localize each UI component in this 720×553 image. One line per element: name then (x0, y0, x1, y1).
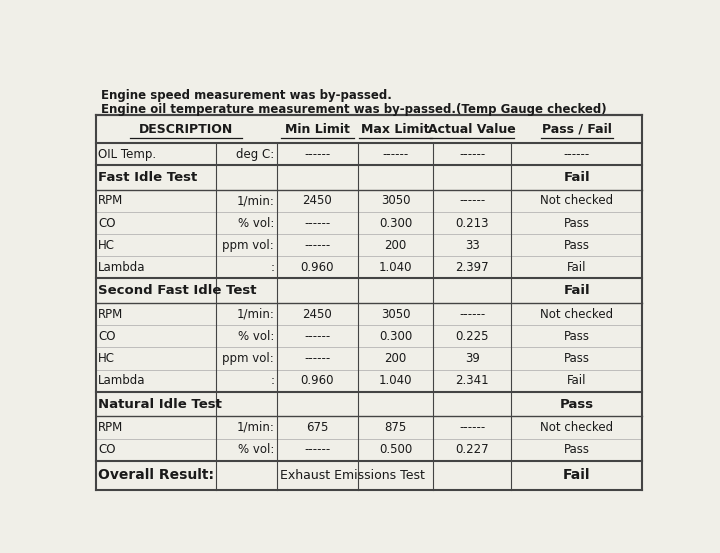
Bar (96, 416, 642, 439)
Text: 2450: 2450 (302, 307, 332, 321)
Text: Actual Value: Actual Value (428, 123, 516, 135)
Text: Pass: Pass (564, 330, 590, 343)
Text: 1/min:: 1/min: (236, 421, 274, 434)
Text: 1.040: 1.040 (379, 374, 413, 387)
Text: Fail: Fail (567, 261, 587, 274)
Text: Pass: Pass (564, 217, 590, 229)
Text: ppm vol:: ppm vol: (222, 239, 274, 252)
Text: ------: ------ (305, 217, 330, 229)
Text: ------: ------ (382, 148, 409, 160)
Text: :: : (270, 261, 274, 274)
Text: ppm vol:: ppm vol: (222, 352, 274, 365)
Bar (96, 392, 642, 416)
Bar (96, 143, 642, 165)
Text: ------: ------ (305, 443, 330, 456)
Text: Second Fast Idle Test: Second Fast Idle Test (99, 284, 257, 298)
Text: CO: CO (99, 330, 116, 343)
Text: Overall Result:: Overall Result: (99, 468, 215, 482)
Bar (96, 325, 642, 347)
Text: 0.500: 0.500 (379, 443, 412, 456)
Text: Not checked: Not checked (540, 195, 613, 207)
Text: Lambda: Lambda (99, 374, 146, 387)
Text: 2.397: 2.397 (456, 261, 489, 274)
Text: Min Limit: Min Limit (285, 123, 350, 135)
Bar (96, 190, 642, 212)
Text: Not checked: Not checked (540, 307, 613, 321)
Text: 1.040: 1.040 (379, 261, 413, 274)
Bar (96, 347, 642, 369)
Text: Engine speed measurement was by-passed.: Engine speed measurement was by-passed. (101, 88, 392, 102)
Text: % vol:: % vol: (238, 330, 274, 343)
Text: OIL Temp.: OIL Temp. (99, 148, 156, 160)
Text: Fail: Fail (564, 284, 590, 298)
Text: 675: 675 (306, 421, 328, 434)
Bar (96, 116, 642, 143)
Text: % vol:: % vol: (238, 443, 274, 456)
Text: Fail: Fail (563, 468, 590, 482)
Bar (96, 278, 642, 303)
Text: deg C:: deg C: (236, 148, 274, 160)
Text: HC: HC (99, 352, 115, 365)
Text: Lambda: Lambda (99, 261, 146, 274)
Text: RPM: RPM (99, 421, 124, 434)
Text: 2450: 2450 (302, 195, 332, 207)
Text: 0.960: 0.960 (301, 261, 334, 274)
Text: 200: 200 (384, 239, 407, 252)
Text: Natural Idle Test: Natural Idle Test (99, 398, 222, 410)
Text: % vol:: % vol: (238, 217, 274, 229)
Bar (96, 165, 642, 190)
Text: ------: ------ (305, 352, 330, 365)
Text: 0.960: 0.960 (301, 374, 334, 387)
Text: Engine oil temperature measurement was by-passed.(Temp Gauge checked): Engine oil temperature measurement was b… (101, 103, 607, 116)
Text: 0.227: 0.227 (456, 443, 489, 456)
Text: Fast Idle Test: Fast Idle Test (99, 171, 197, 184)
Text: ------: ------ (459, 307, 485, 321)
Text: Pass: Pass (559, 398, 594, 410)
Bar (96, 303, 642, 325)
Text: Exhaust Emissions Test: Exhaust Emissions Test (280, 468, 425, 482)
Text: RPM: RPM (99, 307, 124, 321)
Bar (96, 461, 642, 489)
Text: ------: ------ (459, 421, 485, 434)
Text: Max Limit: Max Limit (361, 123, 430, 135)
Text: 0.300: 0.300 (379, 330, 412, 343)
Text: 2.341: 2.341 (456, 374, 489, 387)
Text: Fail: Fail (567, 374, 587, 387)
Text: 0.300: 0.300 (379, 217, 412, 229)
Text: 0.225: 0.225 (456, 330, 489, 343)
Text: RPM: RPM (99, 195, 124, 207)
Text: Fail: Fail (564, 171, 590, 184)
Text: CO: CO (99, 443, 116, 456)
Text: HC: HC (99, 239, 115, 252)
Text: ------: ------ (459, 148, 485, 160)
Text: Pass: Pass (564, 352, 590, 365)
Text: ------: ------ (564, 148, 590, 160)
Text: 1/min:: 1/min: (236, 195, 274, 207)
Text: 1/min:: 1/min: (236, 307, 274, 321)
Text: 3050: 3050 (381, 307, 410, 321)
Bar (96, 79, 642, 116)
Bar (96, 439, 642, 461)
Text: ------: ------ (305, 148, 330, 160)
Bar (96, 212, 642, 234)
Text: 39: 39 (465, 352, 480, 365)
Text: 0.213: 0.213 (456, 217, 489, 229)
Text: ------: ------ (305, 330, 330, 343)
Text: 875: 875 (384, 421, 407, 434)
Bar (96, 369, 642, 392)
Text: 200: 200 (384, 352, 407, 365)
Text: DESCRIPTION: DESCRIPTION (139, 123, 233, 135)
Text: Pass / Fail: Pass / Fail (542, 123, 612, 135)
Text: Pass: Pass (564, 443, 590, 456)
Bar (96, 234, 642, 256)
Text: :: : (270, 374, 274, 387)
Text: 33: 33 (465, 239, 480, 252)
Text: ------: ------ (305, 239, 330, 252)
Text: CO: CO (99, 217, 116, 229)
Text: ------: ------ (459, 195, 485, 207)
Text: Pass: Pass (564, 239, 590, 252)
Text: 3050: 3050 (381, 195, 410, 207)
Bar (96, 256, 642, 278)
Text: Not checked: Not checked (540, 421, 613, 434)
